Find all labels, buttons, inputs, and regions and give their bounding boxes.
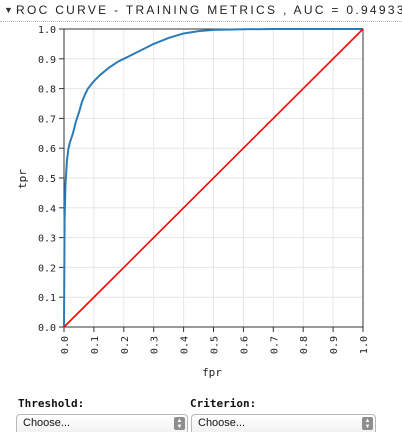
x-tick-label: 0.2 bbox=[120, 336, 131, 354]
y-tick-label: 0.2 bbox=[38, 263, 56, 274]
y-tick-label: 0.8 bbox=[38, 85, 56, 96]
y-tick-label: 0.4 bbox=[38, 204, 56, 215]
collapse-triangle-icon[interactable]: ▼ bbox=[4, 5, 13, 15]
y-tick-label: 0.1 bbox=[38, 293, 56, 304]
x-tick-label: 0.4 bbox=[180, 336, 191, 354]
y-axis-label: tpr bbox=[16, 169, 29, 189]
x-tick-label: 0.0 bbox=[60, 336, 71, 354]
criterion-select[interactable]: Choose... ▲ ▼ bbox=[191, 414, 376, 432]
y-tick-label: 0.0 bbox=[38, 323, 56, 334]
y-tick-label: 0.3 bbox=[38, 234, 56, 245]
x-tick-label: 0.7 bbox=[269, 336, 280, 354]
y-tick-label: 0.5 bbox=[38, 174, 56, 185]
threshold-label: Threshold: bbox=[18, 397, 85, 410]
select-arrows-icon: ▲ ▼ bbox=[174, 417, 185, 430]
x-tick-label: 0.6 bbox=[239, 336, 250, 354]
series-group bbox=[63, 28, 364, 328]
criterion-label: Criterion: bbox=[190, 397, 257, 410]
y-tick-label: 0.6 bbox=[38, 144, 56, 155]
y-tick-label: 0.9 bbox=[38, 55, 56, 66]
select-arrows-icon: ▲ ▼ bbox=[362, 417, 373, 430]
criterion-select-value: Choose... bbox=[198, 417, 246, 429]
x-tick-label: 0.8 bbox=[299, 336, 310, 354]
x-tick-label: 0.3 bbox=[150, 336, 161, 354]
roc-curve-line bbox=[63, 28, 363, 328]
x-axis-label: fpr bbox=[202, 366, 222, 379]
x-tick-labels: 0.0 0.1 0.2 0.3 0.4 0.5 0.6 0.7 0.8 0.9 1.0 bbox=[60, 336, 370, 354]
y-tick-label: 0.7 bbox=[38, 114, 56, 125]
roc-chart: 0.0 0.1 0.2 0.3 0.4 0.5 0.6 0.7 0.8 0.9 1.0 0.0 0.1… bbox=[16, 25, 370, 379]
y-tick-label: 1.0 bbox=[38, 25, 56, 36]
panel-title: ROC CURVE - TRAINING METRICS , AUC = 0.9… bbox=[16, 3, 402, 17]
x-tick-label: 0.1 bbox=[90, 336, 101, 354]
y-tick-labels: 0.0 0.1 0.2 0.3 0.4 0.5 0.6 0.7 0.8 0.9 1.0 bbox=[38, 25, 56, 334]
threshold-select[interactable]: Choose... ▲ ▼ bbox=[16, 414, 188, 432]
panel-header[interactable]: ▼ ROC CURVE - TRAINING METRICS , AUC = 0… bbox=[0, 0, 402, 22]
diagonal-reference-line bbox=[63, 28, 364, 328]
x-tick-label: 0.5 bbox=[210, 336, 221, 354]
threshold-select-value: Choose... bbox=[23, 417, 71, 429]
x-tick-label: 1.0 bbox=[359, 336, 370, 354]
x-tick-label: 0.9 bbox=[329, 336, 340, 354]
